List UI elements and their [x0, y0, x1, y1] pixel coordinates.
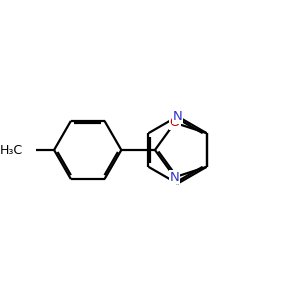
Text: N: N	[173, 110, 182, 123]
Text: N: N	[170, 171, 180, 184]
Text: H₃C: H₃C	[0, 143, 23, 157]
Text: O: O	[169, 116, 180, 129]
